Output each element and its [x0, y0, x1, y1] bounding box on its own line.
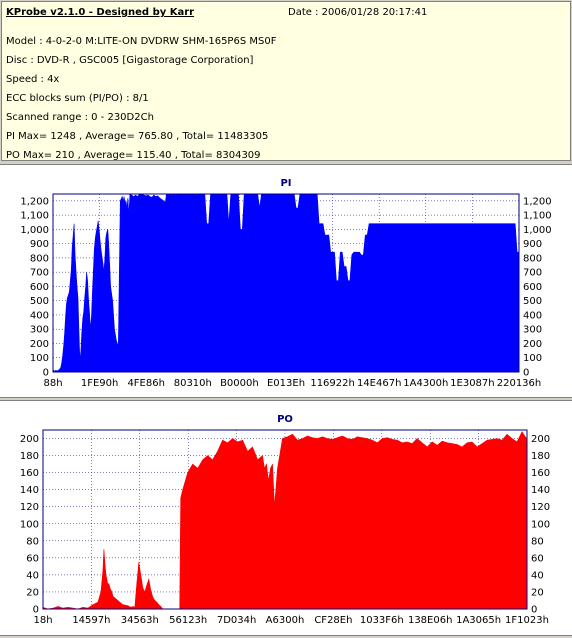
- po-ytick-label-left: 200: [20, 434, 39, 445]
- pi-ytick-label-right: 500: [523, 296, 542, 307]
- pi-ytick-label-right: 800: [523, 253, 542, 264]
- pi-ytick-label-right: 200: [523, 339, 542, 350]
- po-ytick-label-left: 40: [26, 570, 39, 581]
- po-ytick-label-left: 180: [20, 451, 39, 462]
- pi-ytick-label-left: 800: [30, 253, 49, 264]
- pi-ytick-label-left: 500: [30, 296, 49, 307]
- po-xtick-label: 18h: [33, 615, 52, 626]
- po-ytick-label-left: 0: [33, 605, 39, 616]
- po-ytick-label-right: 140: [531, 485, 550, 496]
- pi-ytick-label-right: 700: [523, 268, 542, 279]
- pi-ytick-label-left: 200: [30, 339, 49, 350]
- po-ytick-label-left: 80: [26, 536, 39, 547]
- po-plot-border: [42, 429, 528, 610]
- ecc-line: ECC blocks sum (PI/PO) : 8/1: [6, 93, 149, 104]
- pi-ytick-label-right: 300: [523, 325, 542, 336]
- disc-line: Disc : DVD-R , GSC005 [Gigastorage Corpo…: [6, 55, 254, 66]
- po-ytick-label-left: 140: [20, 485, 39, 496]
- pi-xtick-label: 88h: [43, 378, 62, 389]
- po-ytick-label-right: 40: [531, 570, 544, 581]
- po-ytick-label-left: 60: [26, 553, 39, 564]
- pi-ytick-label-right: 100: [523, 353, 542, 364]
- po-xtick-label: 34563h: [121, 615, 159, 626]
- po-series-area: [42, 431, 528, 610]
- pi-ytick-label-left: 1,000: [20, 225, 49, 236]
- pi-ytick-label-left: 0: [43, 368, 49, 379]
- po-xtick-label: 56123h: [169, 615, 207, 626]
- pi-ytick-label-right: 1,200: [523, 196, 552, 207]
- po-xtick-label: 7D034h: [217, 615, 257, 626]
- pi-xtick-label: 80310h: [174, 378, 212, 389]
- pi-chart-title: PI: [280, 178, 291, 189]
- pi-xtick-label: 220136h: [497, 378, 542, 389]
- po-xtick-label: CF28Eh: [314, 615, 352, 626]
- po-chart: PO 0 0 20 20 40 40 60 60 80 80 100 100 120 120 140 140 16…: [20, 414, 550, 626]
- speed-line: Speed : 4x: [6, 74, 60, 85]
- po-ytick-label-right: 80: [531, 536, 544, 547]
- po-ytick-label-left: 100: [20, 519, 39, 530]
- po-ytick-label-right: 60: [531, 553, 544, 564]
- pi-ytick-label-right: 900: [523, 239, 542, 250]
- po-summary-line: PO Max= 210 , Average= 115.40 , Total= 8…: [6, 150, 261, 161]
- pi-ytick-label-left: 1,100: [20, 211, 49, 222]
- pi-xtick-label: 1A4300h: [403, 378, 448, 389]
- scan-date: Date : 2006/01/28 20:17:41: [288, 7, 428, 18]
- po-ytick-label-right: 120: [531, 502, 550, 513]
- pi-xtick-label: 1FE90h: [81, 378, 119, 389]
- app-title: KProbe v2.1.0 - Designed by Karr: [6, 7, 195, 18]
- pi-ytick-label-right: 0: [523, 368, 529, 379]
- pi-xtick-label: E013Eh: [267, 378, 305, 389]
- po-ytick-label-right: 180: [531, 451, 550, 462]
- pi-xtick-label: 14E467h: [357, 378, 401, 389]
- model-line: Model : 4-0-2-0 M:LITE-ON DVDRW SHM-165P…: [6, 36, 277, 47]
- po-ytick-label-right: 100: [531, 519, 550, 530]
- po-ytick-label-right: 200: [531, 434, 550, 445]
- pi-xtick-label: 1E3087h: [450, 378, 494, 389]
- pi-plot-border: [52, 193, 520, 373]
- info-panel: KProbe v2.1.0 - Designed by Karr Date : …: [1, 1, 571, 161]
- po-ytick-label-left: 160: [20, 468, 39, 479]
- pi-xtick-label: 116922h: [310, 378, 355, 389]
- pi-ytick-label-left: 1,200: [20, 196, 49, 207]
- range-line: Scanned range : 0 - 230D2Ch: [6, 112, 154, 123]
- pi-xtick-label: 4FE86h: [127, 378, 165, 389]
- pi-ytick-label-left: 900: [30, 239, 49, 250]
- pi-summary-line: PI Max= 1248 , Average= 765.80 , Total= …: [6, 131, 269, 142]
- po-xtick-label: 1A3065h: [456, 615, 501, 626]
- po-ytick-label-left: 120: [20, 502, 39, 513]
- pi-ytick-label-left: 300: [30, 325, 49, 336]
- pi-chart-panel: PI 0 0 100 100 200 200 300 300 400 400 500 500 600 600…: [0, 164, 572, 398]
- pi-ytick-label-left: 100: [30, 353, 49, 364]
- pi-xtick-label: B0000h: [220, 378, 259, 389]
- po-xtick-label: 1F1023h: [505, 615, 549, 626]
- pi-ytick-label-right: 400: [523, 310, 542, 321]
- po-chart-title: PO: [277, 414, 293, 425]
- po-ytick-label-right: 160: [531, 468, 550, 479]
- pi-ytick-label-right: 1,000: [523, 225, 552, 236]
- pi-chart: PI 0 0 100 100 200 200 300 300 400 400 500 500 600 600…: [20, 178, 552, 389]
- po-xtick-label: 138E06h: [408, 615, 452, 626]
- pi-ytick-label-left: 600: [30, 282, 49, 293]
- po-xtick-label: 14597h: [72, 615, 110, 626]
- po-ytick-label-right: 20: [531, 587, 544, 598]
- pi-ytick-label-right: 1,100: [523, 211, 552, 222]
- pi-ytick-label-left: 400: [30, 310, 49, 321]
- pi-ytick-label-left: 700: [30, 268, 49, 279]
- po-xtick-label: 1033F6h: [360, 615, 404, 626]
- po-ytick-label-right: 0: [531, 605, 537, 616]
- po-chart-panel: PO 0 0 20 20 40 40 60 60 80 80 100 100 120 120 140 140 16…: [0, 400, 572, 636]
- po-xtick-label: A6300h: [266, 615, 305, 626]
- po-ytick-label-left: 20: [26, 587, 39, 598]
- pi-ytick-label-right: 600: [523, 282, 542, 293]
